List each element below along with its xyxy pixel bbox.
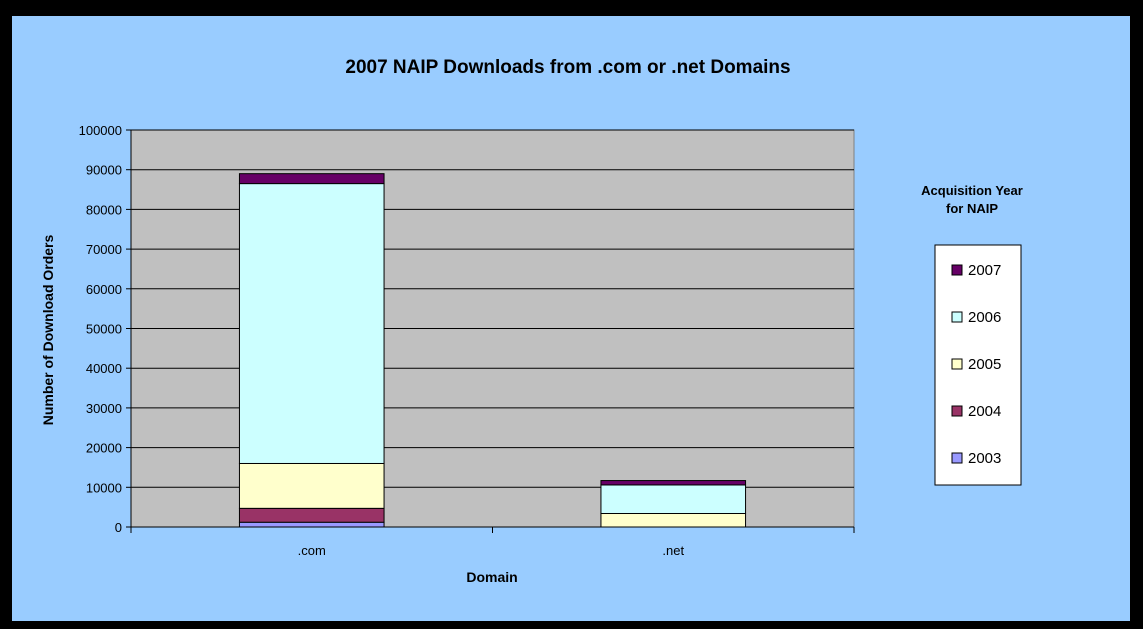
bar-segment-2004	[238, 507, 385, 523]
chart-title: 2007 NAIP Downloads from .com or .net Do…	[345, 57, 790, 78]
y-axis: 0 10000 20000 30000 40000 50000 60000 70000 8000…	[79, 123, 132, 535]
bar-segment-2005	[238, 462, 385, 509]
legend-swatch-2005	[951, 358, 963, 370]
x-axis: .com .net	[130, 526, 855, 558]
y-tick-label: 50000	[86, 322, 122, 337]
legend-swatch-2006	[951, 311, 963, 323]
bars	[238, 173, 747, 528]
y-tick-label: 30000	[86, 401, 122, 416]
x-tick-label: .net	[662, 543, 684, 558]
legend-label-2004: 2004	[968, 403, 1001, 420]
bar-segment-2007	[238, 173, 385, 185]
y-tick-label: 70000	[86, 242, 122, 257]
legend-title-line: for NAIP	[946, 201, 998, 216]
bar-segment-2003	[238, 521, 385, 528]
legend-label-2007: 2007	[968, 262, 1001, 279]
legend-swatch-2007	[951, 264, 963, 276]
bar-segment-2006	[238, 183, 385, 464]
legend-title: Acquisition Year for NAIP	[921, 183, 1023, 216]
legend-title-line: Acquisition Year	[921, 183, 1023, 198]
legend-swatch-2004	[951, 405, 963, 417]
y-tick-label: 20000	[86, 441, 122, 456]
y-tick-label: 90000	[86, 163, 122, 178]
y-tick-label: 100000	[79, 123, 122, 138]
y-tick-label: 60000	[86, 282, 122, 297]
bar-segment-2006	[600, 484, 747, 515]
y-tick-label: 40000	[86, 361, 122, 376]
y-tick-label: 0	[115, 520, 122, 535]
legend	[934, 244, 1022, 486]
legend-items: 2007 2006 2005 2004 2003	[951, 262, 1001, 467]
y-axis-title: Number of Download Orders	[40, 235, 56, 426]
legend-label-2003: 2003	[968, 450, 1001, 467]
x-axis-title: Domain	[466, 569, 517, 585]
legend-swatch-2003	[951, 452, 963, 464]
y-tick-label: 80000	[86, 202, 122, 217]
legend-label-2005: 2005	[968, 356, 1001, 373]
x-tick-label: .com	[298, 543, 326, 558]
bar-segment-2007	[600, 480, 747, 486]
legend-label-2006: 2006	[968, 309, 1001, 326]
bar-segment-2005	[600, 513, 747, 528]
y-tick-label: 10000	[86, 480, 122, 495]
